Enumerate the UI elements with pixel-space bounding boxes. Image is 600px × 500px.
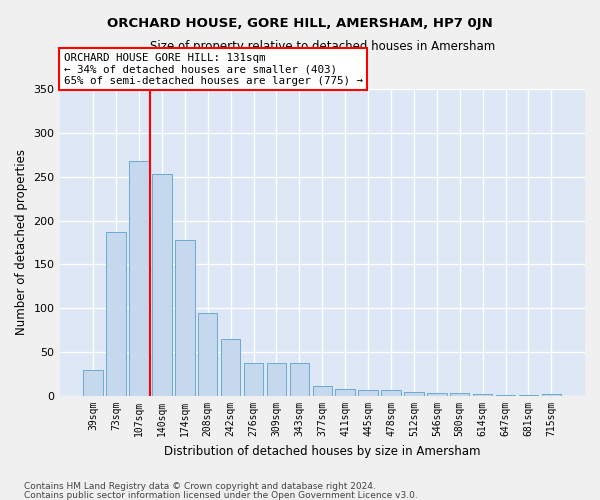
Bar xyxy=(496,395,515,396)
Bar xyxy=(313,386,332,396)
Bar xyxy=(106,232,126,396)
Bar xyxy=(83,370,103,396)
X-axis label: Distribution of detached houses by size in Amersham: Distribution of detached houses by size … xyxy=(164,444,481,458)
Text: ORCHARD HOUSE, GORE HILL, AMERSHAM, HP7 0JN: ORCHARD HOUSE, GORE HILL, AMERSHAM, HP7 … xyxy=(107,18,493,30)
Bar xyxy=(427,394,446,396)
Text: Contains public sector information licensed under the Open Government Licence v3: Contains public sector information licen… xyxy=(24,490,418,500)
Bar xyxy=(221,339,241,396)
Bar xyxy=(152,174,172,396)
Bar xyxy=(129,161,149,396)
Bar xyxy=(335,389,355,396)
Text: Contains HM Land Registry data © Crown copyright and database right 2024.: Contains HM Land Registry data © Crown c… xyxy=(24,482,376,491)
Bar xyxy=(358,390,378,396)
Bar xyxy=(381,390,401,396)
Text: ORCHARD HOUSE GORE HILL: 131sqm
← 34% of detached houses are smaller (403)
65% o: ORCHARD HOUSE GORE HILL: 131sqm ← 34% of… xyxy=(64,52,363,86)
Bar xyxy=(244,362,263,396)
Bar xyxy=(473,394,493,396)
Bar xyxy=(267,362,286,396)
Bar xyxy=(519,395,538,396)
Bar xyxy=(404,392,424,396)
Bar xyxy=(542,394,561,396)
Title: Size of property relative to detached houses in Amersham: Size of property relative to detached ho… xyxy=(149,40,495,53)
Bar xyxy=(175,240,194,396)
Bar xyxy=(290,362,309,396)
Bar xyxy=(198,312,217,396)
Y-axis label: Number of detached properties: Number of detached properties xyxy=(15,150,28,336)
Bar xyxy=(450,394,469,396)
